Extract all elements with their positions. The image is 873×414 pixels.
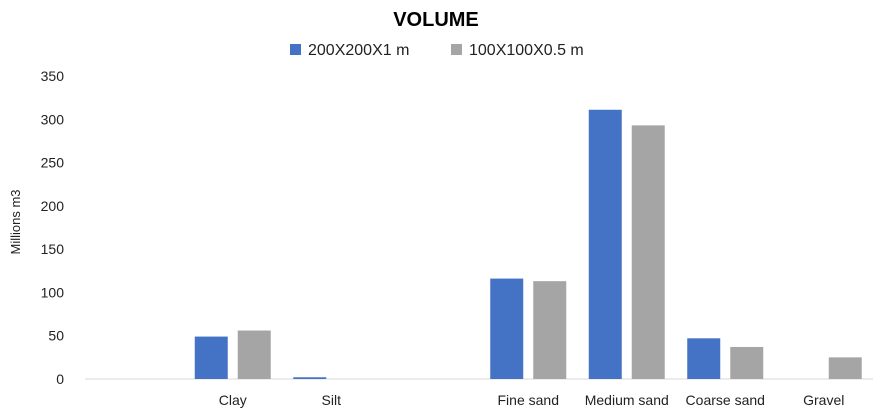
bar-series-2	[533, 281, 567, 379]
bar-series-1	[687, 338, 721, 379]
legend-label-series-1: 200X200X1 m	[308, 42, 409, 59]
bar-series-2	[631, 125, 665, 380]
bar-series-2	[730, 346, 764, 379]
x-tick-label: Silt	[322, 392, 342, 408]
y-tick-label: 100	[41, 284, 65, 300]
bar-series-1	[293, 377, 327, 379]
bar-series-1	[194, 336, 228, 379]
bar-series-2	[237, 330, 271, 379]
bar-series-1	[588, 109, 622, 380]
y-tick-label: 200	[41, 198, 65, 214]
y-axis-label: Millions m3	[8, 189, 23, 254]
bar-series-2	[828, 357, 862, 379]
x-axis-ticks: Clay Silt Fine sand Medium sand Coarse sand G…	[219, 392, 845, 408]
y-tick-label: 150	[41, 241, 65, 257]
bars	[194, 109, 862, 380]
chart-title: VOLUME	[393, 9, 479, 31]
y-tick-label: 350	[41, 68, 65, 84]
legend-label-series-2: 100X100X0.5 m	[469, 42, 584, 59]
legend-swatch-series-2	[451, 44, 462, 55]
y-tick-label: 0	[56, 371, 64, 387]
x-tick-label: Medium sand	[585, 392, 669, 408]
legend-swatch-series-1	[290, 44, 301, 55]
x-tick-label: Clay	[219, 392, 247, 408]
y-axis-ticks: 0 50 100 150 200 250 300 350	[41, 68, 65, 387]
bar-series-1	[490, 278, 524, 379]
x-tick-label: Coarse sand	[686, 392, 765, 408]
legend: 200X200X1 m 100X100X0.5 m	[290, 42, 584, 59]
x-tick-label: Gravel	[803, 392, 844, 408]
y-tick-label: 300	[41, 111, 65, 127]
x-tick-label: Fine sand	[498, 392, 559, 408]
y-tick-label: 250	[41, 155, 65, 171]
y-tick-label: 50	[48, 328, 64, 344]
